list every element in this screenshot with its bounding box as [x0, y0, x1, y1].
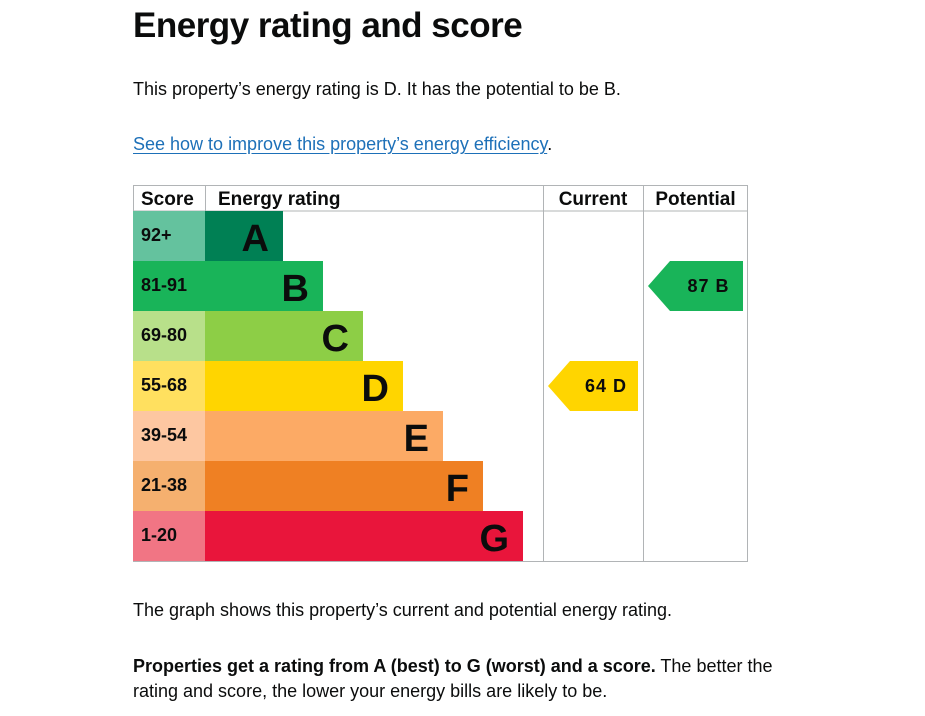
- header-potential: Potential: [655, 189, 735, 210]
- band-bar-b: [205, 261, 323, 311]
- band-bar-g: [205, 511, 523, 561]
- band-letter-f: F: [446, 468, 469, 510]
- score-cell-f: [133, 461, 205, 511]
- score-cell-g: [133, 511, 205, 561]
- score-cell-e: [133, 411, 205, 461]
- score-range-b: 81-91: [141, 275, 187, 295]
- graph-explanation: The graph shows this property’s current …: [133, 600, 672, 620]
- energy-rating-chart-svg: Score Energy rating Current Potential 92+ A 81…: [133, 185, 748, 562]
- band-letter-d: D: [362, 368, 389, 410]
- score-range-d: 55-68: [141, 375, 187, 395]
- page-title: Energy rating and score: [133, 6, 523, 45]
- improve-link-line: See how to improve this property’s energ…: [133, 132, 552, 156]
- band-bar-f: [205, 461, 483, 511]
- band-bar-d: [205, 361, 403, 411]
- score-range-g: 1-20: [141, 525, 177, 545]
- band-letter-a: A: [242, 218, 269, 260]
- band-letter-b: B: [282, 268, 309, 310]
- energy-rating-chart: Score Energy rating Current Potential 92+ A 81…: [133, 185, 748, 562]
- score-cell-c: [133, 311, 205, 361]
- link-suffix: .: [547, 134, 553, 154]
- score-cell-d: [133, 361, 205, 411]
- score-range-e: 39-54: [141, 425, 187, 445]
- band-letter-c: C: [322, 318, 349, 360]
- current-rating-label: 64 D: [585, 376, 627, 396]
- rating-explanation-rest: The better the rating and score, the low…: [133, 656, 773, 701]
- score-range-f: 21-38: [141, 475, 187, 495]
- band-letter-e: E: [404, 418, 429, 460]
- band-letter-g: G: [479, 518, 509, 560]
- band-bar-a: [205, 211, 283, 261]
- score-cell-b: [133, 261, 205, 311]
- energy-rating-summary: This property’s energy rating is D. It h…: [133, 79, 621, 99]
- rating-explanation-bold: Properties get a rating from A (best) to…: [133, 656, 656, 676]
- potential-arrow: [648, 261, 743, 311]
- band-bar-c: [205, 311, 363, 361]
- header-current: Current: [559, 189, 628, 210]
- header-energy-rating: Energy rating: [218, 189, 340, 210]
- score-range-a: 92+: [141, 225, 172, 245]
- rating-explanation: Properties get a rating from A (best) to…: [133, 654, 773, 704]
- band-bar-e: [205, 411, 443, 461]
- current-arrow: [548, 361, 638, 411]
- header-score: Score: [141, 189, 194, 210]
- score-range-c: 69-80: [141, 325, 187, 345]
- potential-rating-label: 87 B: [687, 276, 729, 296]
- score-cell-a: [133, 211, 205, 261]
- improve-efficiency-link[interactable]: See how to improve this property’s energ…: [133, 134, 548, 154]
